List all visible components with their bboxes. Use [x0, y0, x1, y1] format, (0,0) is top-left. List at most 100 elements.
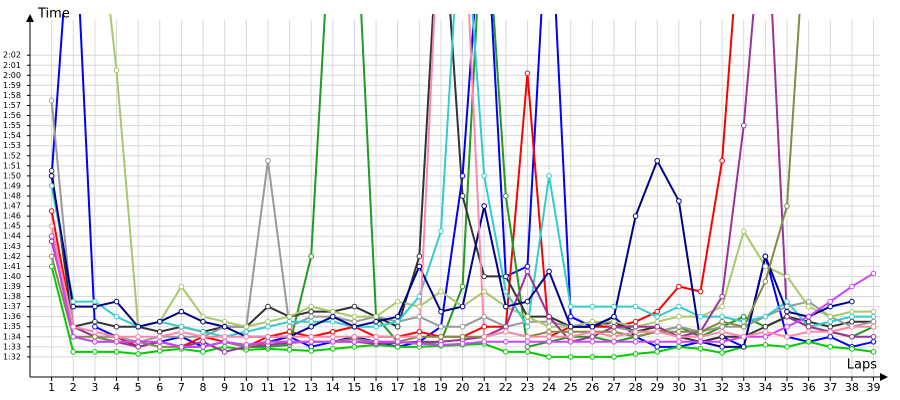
point: [416, 293, 423, 300]
y-tick-label: 1:51: [3, 161, 21, 170]
point: [611, 328, 617, 335]
y-tick-label: 1:34: [3, 332, 21, 341]
point: [156, 318, 163, 325]
y-tick-label: 1:36: [3, 312, 21, 321]
y-tick-label: 1:55: [3, 121, 21, 130]
point: [265, 303, 271, 310]
y-tick-label: 1:42: [3, 252, 21, 261]
point: [416, 341, 423, 347]
point: [200, 313, 206, 320]
point: [200, 339, 206, 345]
point: [524, 333, 531, 340]
point: [416, 253, 423, 260]
point: [740, 333, 747, 340]
point: [503, 273, 509, 280]
point: [524, 268, 531, 275]
point: [827, 313, 834, 320]
point: [221, 333, 228, 340]
point: [676, 323, 682, 330]
point: [503, 288, 509, 295]
y-tick-label: 1:49: [3, 181, 21, 190]
point: [719, 313, 725, 320]
point: [654, 349, 661, 355]
point: [438, 323, 444, 330]
point: [697, 346, 704, 352]
point: [438, 288, 444, 295]
point: [351, 339, 358, 345]
point: [524, 323, 531, 330]
point: [827, 323, 834, 330]
x-tick-label: 16: [369, 381, 383, 394]
point: [870, 308, 877, 315]
point: [805, 328, 812, 335]
point: [719, 350, 725, 356]
point: [178, 333, 185, 340]
point: [92, 349, 98, 355]
point: [740, 344, 747, 350]
point: [48, 253, 55, 260]
point: [632, 333, 639, 340]
point: [221, 318, 228, 325]
point: [92, 333, 98, 340]
y-tick-label: 1:47: [3, 202, 21, 211]
point: [524, 344, 531, 350]
y-tick-label: 1:46: [3, 212, 21, 221]
x-tick-label: 29: [650, 381, 664, 394]
x-tick-label: 39: [867, 381, 881, 394]
x-axis-arrow: [880, 373, 888, 381]
point: [200, 328, 206, 335]
point: [567, 339, 574, 345]
point: [286, 318, 293, 325]
x-tick-label: 22: [499, 381, 513, 394]
point: [113, 333, 120, 340]
point: [178, 283, 185, 290]
point: [351, 333, 358, 340]
point: [719, 293, 725, 300]
point: [221, 339, 228, 345]
point: [632, 303, 639, 310]
point: [135, 344, 141, 350]
point: [200, 344, 206, 350]
y-tick-label: 1:59: [3, 81, 21, 90]
x-tick-label: 25: [564, 381, 578, 394]
point: [308, 323, 314, 330]
point: [48, 223, 55, 229]
point: [373, 318, 379, 325]
point: [524, 339, 531, 345]
point: [849, 333, 855, 340]
point: [243, 328, 250, 335]
point: [654, 328, 661, 335]
point: [567, 323, 574, 330]
point: [632, 318, 639, 325]
point: [697, 288, 704, 295]
point: [654, 313, 661, 320]
point: [286, 328, 293, 335]
point: [654, 308, 661, 315]
point: [48, 263, 55, 270]
x-tick-label: 21: [477, 381, 491, 394]
series-line: [50, 158, 853, 348]
point: [481, 273, 487, 280]
point: [113, 323, 120, 330]
point: [805, 318, 812, 325]
y-tick-label: 1:53: [3, 141, 21, 150]
point: [524, 318, 531, 325]
point: [611, 339, 617, 345]
point: [805, 339, 812, 345]
point: [567, 313, 574, 320]
point: [113, 67, 120, 74]
point: [546, 333, 552, 340]
point: [351, 323, 358, 330]
point: [524, 298, 531, 305]
point: [48, 173, 55, 179]
point: [524, 70, 531, 77]
x-tick-label: 27: [607, 381, 621, 394]
y-tick-label: 2:01: [3, 61, 21, 70]
point: [740, 318, 747, 325]
point: [70, 323, 77, 330]
point: [740, 228, 747, 234]
y-tick-label: 1:48: [3, 191, 21, 200]
y-tick-label: 1:32: [3, 352, 21, 361]
point: [567, 354, 574, 360]
